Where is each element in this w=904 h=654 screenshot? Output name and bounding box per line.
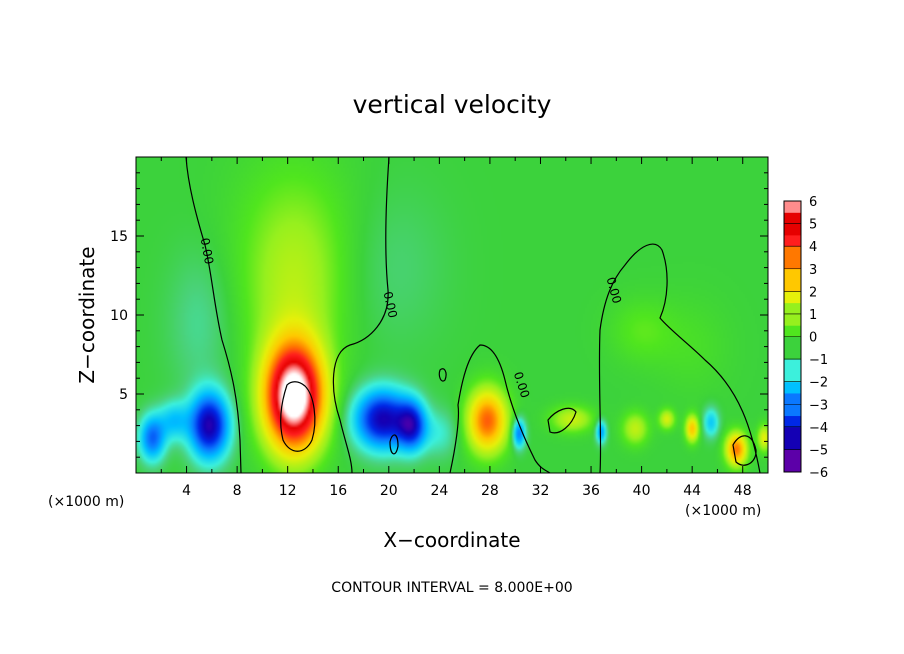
colorbar-label: 3 [809,263,817,278]
colorbar-label: −1 [809,353,828,368]
contour-small-3 [732,435,757,466]
y-tick-label: 10 [110,308,128,324]
colorbar-label: −4 [809,421,828,436]
contour-interval-note: CONTOUR INTERVAL = 8.000E+00 [331,580,572,596]
contour-zero-left [185,157,242,473]
contour-east [598,243,761,473]
colorbar-band [784,392,801,405]
x-tick-label: 48 [734,483,752,499]
colorbar-band [784,347,801,360]
x-tick-label: 44 [683,483,701,499]
colorbar: 6 5 4 3 2 1 0 −1 −2 −3 −4 −5 −6 [783,195,828,481]
colorbar-label: 0 [809,331,817,346]
y-axis: 5 10 15 [110,172,768,458]
colorbar-band [784,223,801,236]
contour-lines [185,157,761,473]
contour-zero-mid [332,157,390,473]
colorbar-label: −2 [809,376,828,391]
x-axis-label: X−coordinate [383,528,520,552]
x-tick-label: 12 [279,483,297,499]
colorbar-label: −6 [809,466,828,481]
contour-east-lower [449,344,551,473]
x-unit-right: (×1000 m) [685,503,761,519]
colorbar-band [784,415,801,428]
x-tick-label: 24 [430,483,448,499]
colorbar-band [784,426,801,439]
x-tick-label: 8 [233,483,242,499]
colorbar-band [784,234,801,247]
colorbar-label: 1 [809,308,817,323]
contour-label: 0.00 [381,290,400,319]
x-axis: 4 8 12 16 20 24 28 32 36 40 44 48 [160,157,752,499]
plot-area: 0.000.00 0.000.00 [136,157,768,473]
colorbar-band [784,302,801,315]
colorbar-label: −3 [809,398,828,413]
colorbar-band [784,257,801,270]
colorbar-band [784,359,801,371]
contour-label: 0.00 [604,276,624,305]
colorbar-band [784,313,801,326]
colorbar-band [784,449,801,462]
y-axis-label: Z−coordinate [75,246,99,383]
y-tick-label: 5 [119,387,128,403]
colorbar-band [784,291,801,304]
x-tick-label: 16 [329,483,347,499]
x-tick-label: 32 [532,483,550,499]
colorbar-label: −5 [809,443,828,458]
contour-small-2 [547,407,577,434]
colorbar-band [784,404,801,417]
colorbar-band [784,212,801,225]
x-tick-label: 4 [182,483,191,499]
contour-small-1 [438,368,447,382]
colorbar-label: 4 [809,240,817,255]
x-unit-left: (×1000 m) [48,494,124,510]
colorbar-label: 6 [809,195,817,210]
y-tick-label: 15 [110,229,128,245]
colorbar-band [784,325,801,337]
colorbar-label: 5 [809,218,817,233]
x-tick-label: 28 [481,483,499,499]
colorbar-band [784,268,801,281]
chart-title: vertical velocity [353,90,552,119]
colorbar-band [784,280,801,292]
contour-label-group: 0.000.00 0.000.00 [198,237,624,400]
colorbar-band [784,336,801,349]
heatmap-field [136,157,768,473]
x-tick-label: 36 [582,483,600,499]
contour-small-4 [389,434,399,455]
colorbar-band [784,460,801,473]
x-tick-label: 20 [380,483,398,499]
colorbar-band [784,438,801,450]
x-tick-label: 40 [633,483,651,499]
contour-label: 0.00 [198,237,216,266]
contour-core [280,381,316,452]
colorbar-band [784,370,801,383]
colorbar-band [784,246,801,258]
colorbar-label: 2 [809,285,817,300]
colorbar-band [784,381,801,394]
colorbar-band [784,201,801,213]
